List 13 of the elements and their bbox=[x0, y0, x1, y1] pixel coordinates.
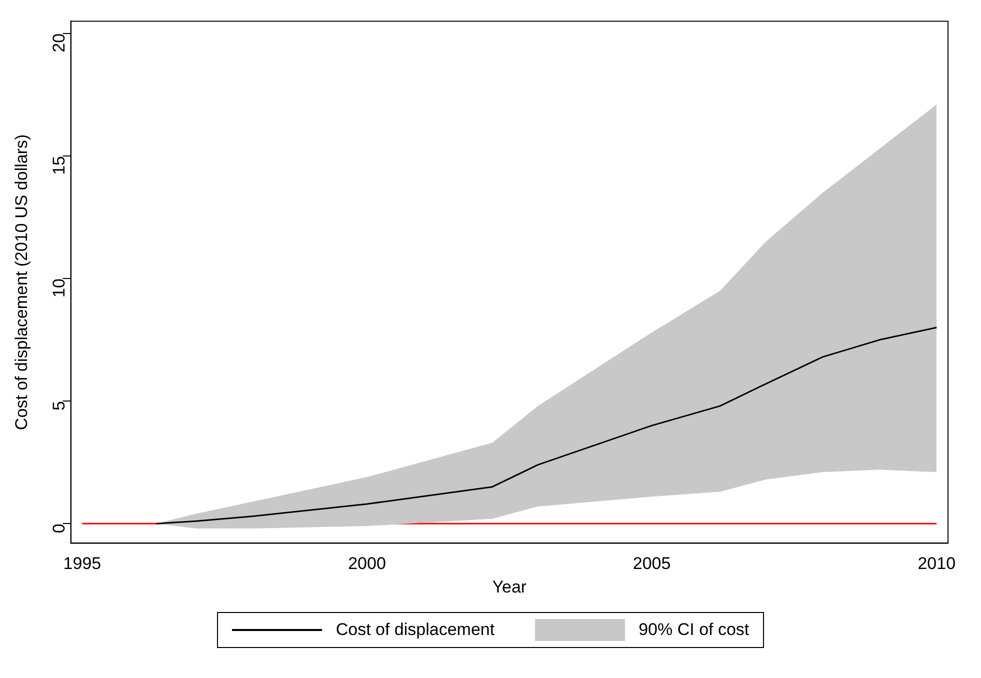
x-tick-label: 1995 bbox=[63, 554, 102, 574]
x-tick-label: 2005 bbox=[632, 554, 671, 574]
y-tick-label: 5 bbox=[49, 401, 68, 411]
y-tick-label: 20 bbox=[49, 33, 68, 52]
x-tick-label: 2010 bbox=[918, 554, 956, 574]
y-tick-label: 0 bbox=[49, 524, 68, 534]
text: Cost of displacement bbox=[336, 620, 495, 640]
x-tick-label: 2000 bbox=[348, 554, 386, 574]
x-axis-title: Year bbox=[492, 577, 527, 596]
y-axis-title: Cost of displacement (2010 US dollars) bbox=[12, 134, 31, 430]
y-tick-label: 10 bbox=[49, 278, 68, 298]
y-tick-label: 15 bbox=[49, 156, 68, 175]
text: 90% CI of cost bbox=[638, 620, 750, 640]
